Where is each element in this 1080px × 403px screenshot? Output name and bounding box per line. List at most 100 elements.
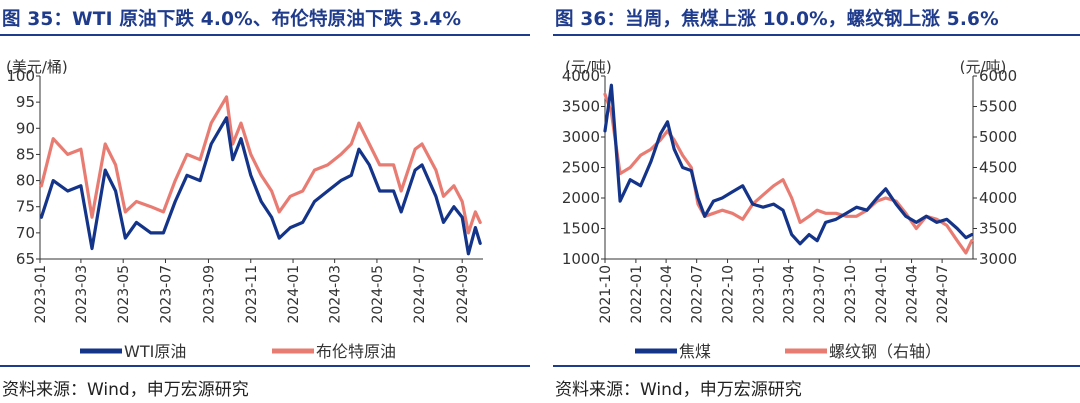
data-point (340, 153, 342, 156)
y-tick-label: 3500 (562, 98, 600, 116)
chart-panel-right: 图 36：当周，焦煤上涨 10.0%，螺纹钢上涨 5.6% 1000 1500 20… (553, 0, 1080, 403)
data-point (970, 233, 973, 236)
data-point (231, 143, 234, 145)
data-point (690, 169, 693, 172)
chart-title: 图 35：WTI 原油下跌 4.0%、布伦特原油下跌 3.4% (2, 9, 462, 30)
data-point (790, 197, 793, 199)
legend-label: 布伦特原油 (316, 342, 396, 361)
legend-label: 焦煤 (679, 342, 711, 361)
data-point (915, 221, 918, 224)
data-point (461, 200, 464, 203)
data-point (835, 218, 837, 221)
data-point (808, 233, 810, 236)
data-point (326, 164, 329, 166)
y-tick-label-right: 3500 (979, 220, 1017, 238)
data-point (313, 200, 316, 203)
data-point (368, 164, 371, 166)
y-tick-label: 1000 (562, 250, 600, 268)
data-point (414, 148, 416, 151)
data-point (965, 236, 967, 239)
data-point (414, 169, 416, 172)
data-point (378, 164, 381, 166)
data-point (350, 143, 353, 145)
data-point (52, 137, 55, 140)
y-tick-label-right: 5500 (979, 98, 1017, 116)
data-point (225, 116, 228, 119)
series-line (39, 95, 482, 235)
x-tick-label: 2024-07 (412, 265, 428, 324)
data-point (703, 215, 706, 218)
data-point (808, 215, 810, 218)
data-point (666, 120, 669, 123)
data-point (790, 233, 793, 236)
data-point (915, 227, 918, 230)
data-point (358, 122, 360, 124)
data-point (174, 179, 177, 182)
x-tick-label: 2024-09 (455, 265, 471, 324)
data-point (721, 209, 724, 212)
x-tick-label: 2023-03 (74, 265, 90, 324)
y-tick-label: 65 (16, 250, 35, 268)
data-point (210, 122, 213, 124)
data-point (845, 215, 848, 218)
data-point (799, 221, 801, 224)
data-point (824, 212, 827, 215)
title-rule (553, 34, 1080, 36)
y-tick-label: 80 (16, 172, 35, 190)
data-point (925, 215, 928, 218)
data-point (945, 224, 948, 227)
data-point (186, 174, 188, 177)
data-point (186, 153, 188, 156)
data-point (313, 169, 316, 172)
data-point (231, 158, 234, 161)
data-point (659, 133, 662, 135)
data-point (40, 216, 43, 219)
data-point (884, 187, 887, 190)
data-point (935, 221, 938, 224)
data-point (629, 178, 632, 181)
data-point (721, 197, 724, 199)
data-point (639, 154, 642, 157)
data-point (340, 179, 342, 182)
chart-title: 图 36：当周，焦煤上涨 10.0%，螺纹钢上涨 5.6% (555, 9, 999, 30)
data-point (965, 252, 967, 254)
source-note: 资料来源：Wind，申万宏源研究 (2, 380, 249, 400)
x-tick-label: 2022-01 (629, 265, 645, 324)
data-point (378, 190, 381, 192)
y-tick-label: 85 (16, 145, 35, 163)
data-point (604, 130, 606, 132)
data-point (876, 197, 878, 199)
data-point (270, 216, 273, 219)
data-point (474, 226, 477, 229)
data-point (435, 195, 437, 198)
x-tick-label: 2024-01 (286, 265, 302, 324)
x-tick-label: 2022-10 (721, 265, 737, 324)
data-point (895, 203, 897, 206)
data-point (782, 209, 784, 212)
x-tick-label: 2022-07 (690, 265, 706, 324)
data-point (260, 200, 263, 203)
data-point (421, 164, 423, 166)
y-unit-label: (美元/桶) (6, 58, 68, 76)
legend-label: WTI原油 (124, 342, 186, 361)
data-point (289, 226, 292, 229)
x-tick-label: 2023-01 (33, 265, 49, 324)
legend-label: 螺纹钢（右轴） (829, 342, 941, 361)
data-point (945, 218, 948, 221)
x-tick-label: 2023-05 (116, 265, 132, 324)
data-point (650, 148, 652, 151)
data-point (392, 164, 395, 166)
x-tick-label: 2023-04 (782, 265, 798, 324)
data-point (855, 215, 858, 218)
y-tick-label-right: 5000 (979, 128, 1017, 146)
data-point (666, 130, 669, 132)
data-point (884, 197, 887, 199)
data-point (162, 232, 165, 234)
data-point (114, 164, 117, 166)
x-tick-label: 2023-07 (812, 265, 828, 324)
data-point (124, 237, 127, 240)
chart-svg-right: 1000 1500 2000 2500 3000 3500 4000 3000 3500 4000… (562, 58, 1017, 361)
title-rule (0, 34, 530, 36)
data-point (731, 191, 734, 193)
data-point (91, 216, 93, 219)
